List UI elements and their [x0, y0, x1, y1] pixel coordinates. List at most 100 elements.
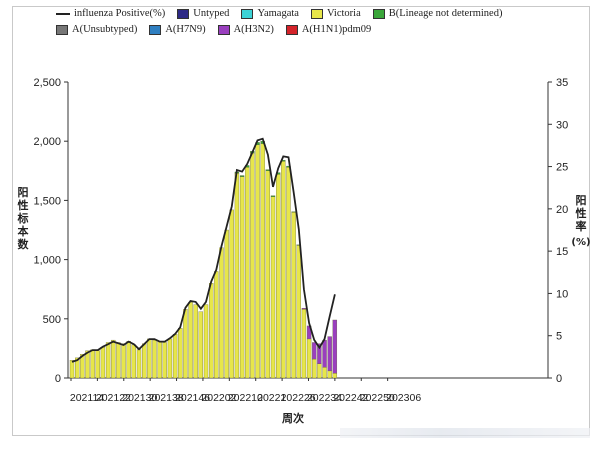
bar-victoria — [327, 370, 332, 379]
y-tick-label-left: 1,000 — [33, 255, 61, 267]
bar-victoria — [239, 176, 245, 379]
bar-victoria — [265, 170, 271, 379]
bar-victoria — [121, 343, 126, 379]
y-left-label-char: 阳 — [17, 186, 29, 199]
bar-victoria — [85, 350, 90, 379]
bar-victoria — [193, 304, 198, 379]
bar-victoria — [136, 349, 142, 379]
y-tick-label-right: 5 — [556, 331, 562, 343]
x-tick-label: 202250 — [360, 392, 395, 404]
swatch-icon — [372, 8, 385, 19]
bar-b-lineage-not-determined- — [291, 211, 296, 213]
bar-victoria — [100, 347, 106, 379]
legend-label: Victoria — [326, 8, 361, 19]
bar-victoria — [183, 309, 188, 379]
swatch-icon — [285, 24, 298, 35]
y-left-label-char: 本 — [17, 225, 29, 238]
y-axis-right-label: 阳性率 — [574, 194, 588, 233]
bar-victoria — [167, 338, 173, 379]
bar-victoria — [162, 342, 167, 379]
y-tick-label-right: 35 — [556, 77, 568, 89]
x-tick-label: 20221 — [257, 392, 286, 404]
y-right-label-char: 性 — [575, 207, 587, 220]
y-tick-label-right: 10 — [556, 288, 568, 300]
y-tick-label-left: 1,500 — [33, 195, 61, 207]
y-right-label-char: 阳 — [575, 194, 587, 207]
x-tick-label: 202114 — [70, 392, 104, 404]
legend-label: Yamagata — [257, 8, 299, 19]
legend-item: influenza Positive(%) — [56, 8, 165, 19]
swatch-icon — [149, 24, 162, 35]
x-tick-label: 202122 — [96, 392, 131, 404]
x-tick-label: 202138 — [149, 392, 184, 404]
y-tick-label-left: 0 — [55, 373, 61, 385]
legend-item: Untyped — [177, 8, 229, 19]
bar-victoria — [296, 245, 301, 379]
legend-label: A(H1N1)pdm09 — [301, 24, 372, 35]
legend-row: A(Unsubtyped) A(H7N9) A(H3N2) A(H1N1)pdm09 — [56, 24, 536, 35]
legend-item: A(Unsubtyped) — [56, 24, 137, 35]
bar-victoria — [281, 161, 286, 379]
bar-victoria — [276, 174, 281, 379]
legend-item: Victoria — [310, 8, 361, 19]
bar-victoria — [291, 212, 296, 379]
line-icon — [56, 12, 70, 15]
legend-label: A(H3N2) — [233, 24, 274, 35]
bar-victoria — [245, 167, 250, 379]
bar-b-lineage-not-determined- — [239, 175, 245, 177]
bar-a-h3n2- — [312, 342, 317, 360]
swatch-icon — [310, 8, 323, 19]
bar-victoria — [142, 343, 147, 379]
bar-victoria — [234, 173, 240, 379]
bar-victoria — [250, 152, 255, 379]
y-tick-label-right: 20 — [556, 204, 568, 216]
bar-victoria — [332, 373, 338, 379]
x-tick-label: 202146 — [175, 392, 210, 404]
bar-victoria — [286, 167, 291, 379]
bar-victoria — [322, 367, 327, 379]
bar-victoria — [178, 328, 183, 379]
bar-b-lineage-not-determined- — [270, 195, 276, 197]
bar-victoria — [75, 357, 80, 379]
y-tick-label-right: 25 — [556, 162, 568, 174]
legend-item: A(H1N1)pdm09 — [285, 24, 372, 35]
bar-a-h3n2- — [332, 319, 338, 374]
x-tick-label: 202242 — [333, 392, 368, 404]
bar-b-lineage-not-determined- — [265, 169, 271, 171]
x-tick-label: 202210 — [228, 392, 263, 404]
bar-victoria — [255, 144, 260, 379]
legend-item: A(H7N9) — [149, 24, 206, 35]
y-axis-right-unit: (%) — [571, 237, 591, 248]
swatch-icon — [177, 8, 190, 19]
bar-victoria — [90, 349, 95, 379]
x-tick-label: 202306 — [386, 392, 421, 404]
bar-victoria — [224, 229, 229, 379]
swatch-icon — [217, 24, 230, 35]
bar-a-h3n2- — [327, 336, 332, 372]
bar-a-h3n2- — [317, 343, 322, 364]
bar-victoria — [80, 354, 85, 379]
swatch-icon — [241, 8, 254, 19]
y-tick-label-left: 2,500 — [33, 77, 61, 89]
bar-victoria — [306, 338, 312, 379]
bar-a-h3n2- — [322, 339, 327, 368]
bar-victoria — [152, 339, 157, 379]
bar-victoria — [270, 196, 276, 379]
x-tick-label: 202202 — [201, 392, 236, 404]
legend-item: B(Lineage not determined) — [372, 8, 502, 19]
bar-victoria — [157, 341, 162, 379]
y-tick-label-right: 30 — [556, 119, 568, 131]
x-tick-label: 202226 — [281, 392, 316, 404]
bar-victoria — [147, 338, 152, 379]
y-tick-label-right: 15 — [556, 246, 568, 258]
bar-victoria — [69, 360, 75, 379]
bar-victoria — [317, 363, 322, 379]
legend-row: influenza Positive(%) Untyped Yamagata Vict… — [56, 8, 536, 19]
bar-victoria — [229, 209, 234, 379]
bar-victoria — [131, 344, 137, 379]
bar-victoria — [312, 358, 317, 379]
x-tick-label: 202130 — [122, 392, 157, 404]
y-axis-left-label: 阳性标本数 — [16, 186, 30, 251]
y-left-label-char: 性 — [17, 199, 29, 212]
